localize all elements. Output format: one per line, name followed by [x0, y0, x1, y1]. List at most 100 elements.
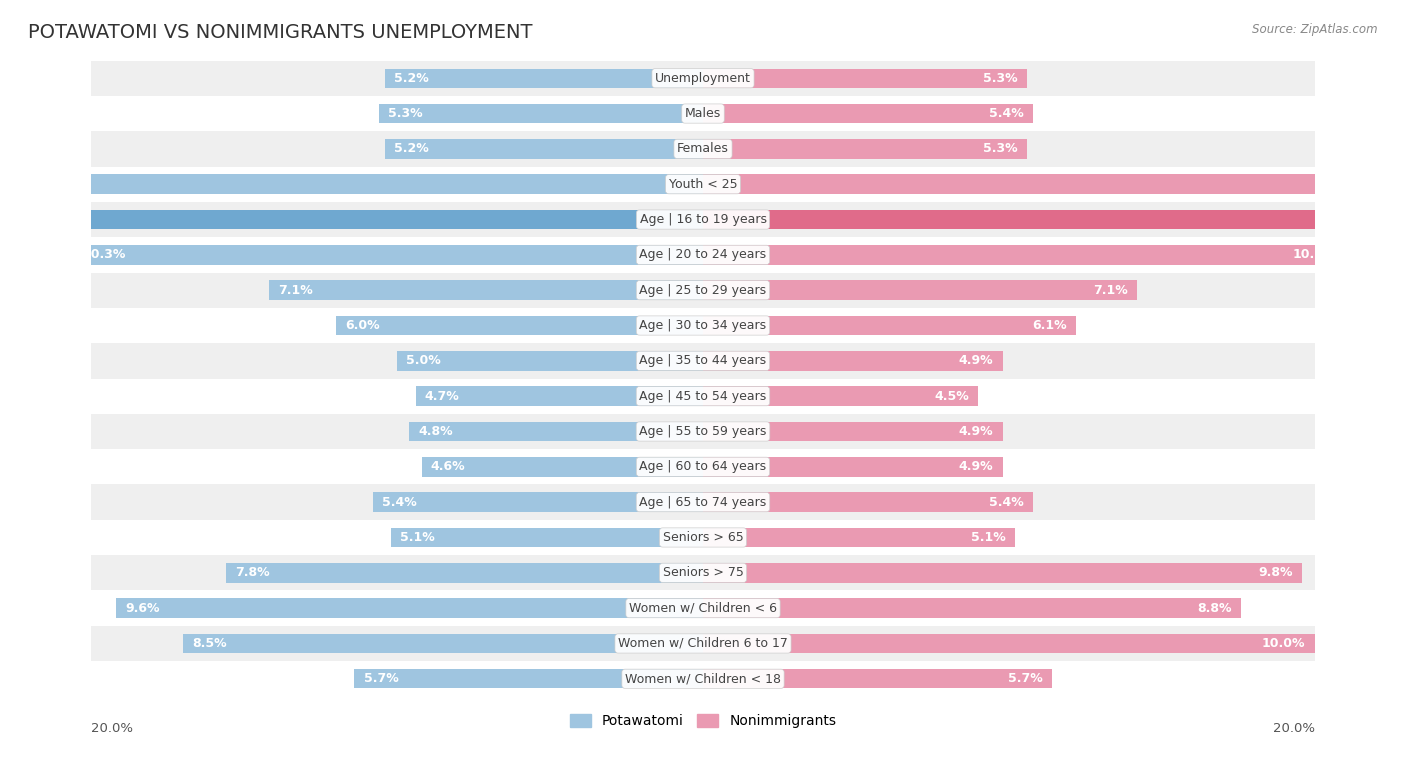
- Text: Seniors > 65: Seniors > 65: [662, 531, 744, 544]
- Text: 7.8%: 7.8%: [235, 566, 270, 579]
- Text: Women w/ Children 6 to 17: Women w/ Children 6 to 17: [619, 637, 787, 650]
- Bar: [91, 590, 1315, 626]
- Bar: [269, 281, 703, 300]
- Text: Women w/ Children < 6: Women w/ Children < 6: [628, 602, 778, 615]
- Bar: [703, 457, 1002, 477]
- Text: Age | 16 to 19 years: Age | 16 to 19 years: [640, 213, 766, 226]
- Bar: [91, 449, 1315, 484]
- Bar: [91, 131, 1315, 167]
- Text: 5.4%: 5.4%: [990, 107, 1024, 120]
- Bar: [422, 457, 703, 477]
- Text: 9.6%: 9.6%: [125, 602, 159, 615]
- Bar: [703, 493, 1033, 512]
- Text: Age | 35 to 44 years: Age | 35 to 44 years: [640, 354, 766, 367]
- Text: 10.3%: 10.3%: [82, 248, 125, 261]
- Bar: [91, 414, 1315, 449]
- Text: Seniors > 75: Seniors > 75: [662, 566, 744, 579]
- Bar: [416, 386, 703, 406]
- Text: Age | 60 to 64 years: Age | 60 to 64 years: [640, 460, 766, 473]
- Bar: [703, 316, 1076, 335]
- Legend: Potawatomi, Nonimmigrants: Potawatomi, Nonimmigrants: [564, 709, 842, 734]
- Bar: [91, 520, 1315, 555]
- Text: 20.0%: 20.0%: [91, 721, 134, 735]
- Text: 8.8%: 8.8%: [1198, 602, 1232, 615]
- Bar: [409, 422, 703, 441]
- Text: Age | 25 to 29 years: Age | 25 to 29 years: [640, 284, 766, 297]
- Bar: [91, 555, 1315, 590]
- Bar: [91, 237, 1315, 273]
- Bar: [703, 351, 1002, 371]
- Bar: [91, 343, 1315, 378]
- Text: 9.8%: 9.8%: [1258, 566, 1294, 579]
- Bar: [73, 245, 703, 265]
- Text: 5.2%: 5.2%: [394, 72, 429, 85]
- Text: Females: Females: [678, 142, 728, 155]
- Text: 8.5%: 8.5%: [193, 637, 226, 650]
- Bar: [91, 308, 1315, 343]
- Text: Age | 20 to 24 years: Age | 20 to 24 years: [640, 248, 766, 261]
- Bar: [91, 661, 1315, 696]
- Bar: [703, 669, 1052, 689]
- Bar: [91, 167, 1315, 202]
- Bar: [398, 351, 703, 371]
- Bar: [378, 104, 703, 123]
- Text: 11.9%: 11.9%: [1378, 178, 1406, 191]
- Bar: [0, 175, 703, 194]
- Text: 6.0%: 6.0%: [346, 319, 380, 332]
- Text: 4.9%: 4.9%: [959, 354, 994, 367]
- Text: 4.7%: 4.7%: [425, 390, 460, 403]
- Bar: [0, 210, 703, 229]
- Bar: [703, 598, 1241, 618]
- Bar: [91, 61, 1315, 96]
- Bar: [183, 634, 703, 653]
- Text: Source: ZipAtlas.com: Source: ZipAtlas.com: [1253, 23, 1378, 36]
- Bar: [91, 96, 1315, 131]
- Text: Age | 55 to 59 years: Age | 55 to 59 years: [640, 425, 766, 438]
- Text: Unemployment: Unemployment: [655, 72, 751, 85]
- Text: 5.3%: 5.3%: [983, 142, 1018, 155]
- Bar: [354, 669, 703, 689]
- Text: 4.8%: 4.8%: [419, 425, 453, 438]
- Bar: [703, 68, 1028, 88]
- Bar: [115, 598, 703, 618]
- Text: 10.5%: 10.5%: [1292, 248, 1336, 261]
- Text: 5.0%: 5.0%: [406, 354, 441, 367]
- Bar: [91, 626, 1315, 661]
- Text: 10.0%: 10.0%: [1263, 637, 1305, 650]
- Text: Age | 45 to 54 years: Age | 45 to 54 years: [640, 390, 766, 403]
- Bar: [703, 175, 1406, 194]
- Text: 4.5%: 4.5%: [935, 390, 969, 403]
- Text: 11.6%: 11.6%: [3, 178, 46, 191]
- Text: 4.6%: 4.6%: [430, 460, 465, 473]
- Text: 7.1%: 7.1%: [278, 284, 312, 297]
- Bar: [703, 563, 1302, 583]
- Text: Youth < 25: Youth < 25: [669, 178, 737, 191]
- Text: 7.1%: 7.1%: [1094, 284, 1128, 297]
- Bar: [91, 202, 1315, 237]
- Text: 5.4%: 5.4%: [382, 496, 416, 509]
- Bar: [703, 528, 1015, 547]
- Bar: [336, 316, 703, 335]
- Bar: [703, 422, 1002, 441]
- Text: 5.4%: 5.4%: [990, 496, 1024, 509]
- Bar: [226, 563, 703, 583]
- Text: 4.9%: 4.9%: [959, 425, 994, 438]
- Text: 5.3%: 5.3%: [388, 107, 423, 120]
- Text: Males: Males: [685, 107, 721, 120]
- Text: Women w/ Children < 18: Women w/ Children < 18: [626, 672, 780, 685]
- Bar: [91, 378, 1315, 414]
- Bar: [703, 386, 979, 406]
- Text: 5.1%: 5.1%: [972, 531, 1005, 544]
- Text: Age | 65 to 74 years: Age | 65 to 74 years: [640, 496, 766, 509]
- Text: POTAWATOMI VS NONIMMIGRANTS UNEMPLOYMENT: POTAWATOMI VS NONIMMIGRANTS UNEMPLOYMENT: [28, 23, 533, 42]
- Bar: [385, 139, 703, 159]
- Bar: [91, 484, 1315, 520]
- Bar: [391, 528, 703, 547]
- Text: 5.7%: 5.7%: [1008, 672, 1042, 685]
- Bar: [703, 281, 1137, 300]
- Text: 5.7%: 5.7%: [364, 672, 398, 685]
- Bar: [703, 245, 1346, 265]
- Text: 5.3%: 5.3%: [983, 72, 1018, 85]
- Bar: [91, 273, 1315, 308]
- Text: 4.9%: 4.9%: [959, 460, 994, 473]
